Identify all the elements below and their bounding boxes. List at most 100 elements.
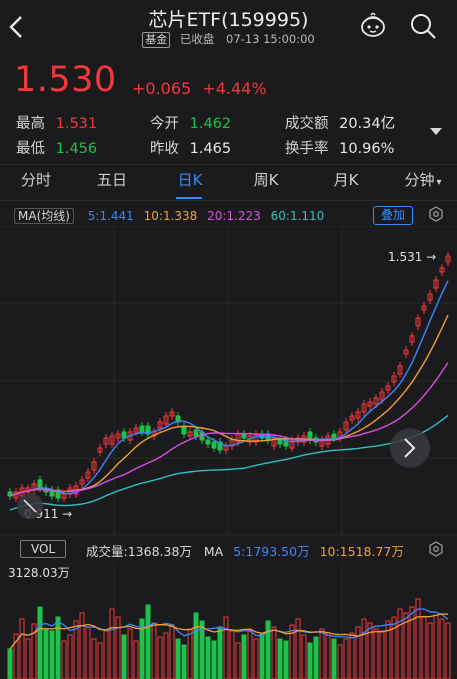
candle-body [163,415,169,425]
chevron-down-icon: ▾ [436,177,442,188]
ma60-value: 60:1.110 [270,209,325,223]
overlay-button[interactable]: 叠加 [373,206,413,225]
dropdown-icon[interactable] [430,128,442,136]
turnover-rate-label: 换手率 [285,141,329,157]
search-icon[interactable] [408,11,438,41]
ma-line [9,280,449,497]
candle-body [175,415,181,423]
candle-body [385,385,391,391]
open-label: 今开 [150,116,179,132]
high-value: 1.531 [55,116,98,132]
candle-body [121,431,127,439]
volume-bar [109,608,115,679]
volume-bar [283,640,289,679]
volume-bar [319,628,325,679]
price-change: +0.065 +4.44% [132,79,267,98]
volume-bar [115,616,121,679]
volume-bar [265,620,271,679]
candle-body [139,425,145,433]
volume-bar [181,644,187,679]
volume-bar [19,618,25,679]
volume-bar [187,628,193,679]
volume-bar [223,616,229,679]
volume-bar [151,622,157,679]
volume-bar [121,634,127,679]
volume-bar [73,620,79,679]
volume-value: 成交量:1368.38万 [86,544,192,559]
turnover-rate-value: 10.96% [339,141,395,157]
page-title: 芯片ETF(159995) [148,9,309,31]
gear-icon[interactable] [428,206,444,222]
candle-body [415,317,421,327]
volume-bar [373,628,379,679]
change-value: +0.065 [132,79,192,98]
ma-title[interactable]: MA(均线) [14,208,74,224]
candle-body [331,433,337,439]
candlestick-chart[interactable]: 1.531 →0.911 → [0,226,457,536]
volume-bar [79,612,85,679]
volume-bar [37,606,43,679]
volume-bar [301,634,307,679]
candle-body [205,439,211,445]
candle-body [283,439,289,447]
volume-ma5: 5:1793.50万 [233,544,310,559]
fund-badge: 基金 [142,32,171,48]
tab-monthly-k[interactable]: 月K [333,171,359,189]
candle-body [217,441,223,451]
volume-bar [85,626,91,679]
volume-gear-icon[interactable] [428,541,444,557]
timestamp: 07-13 15:00:00 [226,32,315,46]
candle-body [379,391,385,401]
ma-line [9,414,449,511]
volume-bar [175,638,181,679]
volume-bar [355,626,361,679]
turnover-value: 20.34亿 [339,116,396,132]
tab-intraday[interactable]: 分时 [20,171,51,189]
change-percent: +4.44% [202,79,267,98]
volume-bar [217,626,223,679]
volume-bar [193,612,199,679]
tab-five-day[interactable]: 五日 [96,171,127,189]
robot-icon[interactable] [358,10,388,40]
ma-legend: MA(均线) 5:1.441 10:1.338 20:1.223 60:1.11… [14,207,324,224]
last-price: 1.530 [14,60,117,100]
open-row: 今开 1.462 [150,112,231,133]
candle-body [409,335,415,343]
ma10-value: 10:1.338 [143,209,198,223]
tab-weekly-k[interactable]: 周K [253,171,279,189]
volume-bar [61,640,67,679]
volume-bar [91,638,97,679]
volume-bar [379,630,385,679]
volume-bar [367,622,373,679]
volume-bar [49,630,55,679]
candle-body [37,479,43,489]
volume-bar [139,618,145,679]
period-tabs: 分时 五日 日K 周K 月K 分钟 ▾ [0,169,457,199]
prev-close-value: 1.465 [189,141,232,157]
volume-bar [325,632,331,679]
candle-body [403,349,409,355]
candle-body [271,437,277,447]
volume-bar [433,614,439,679]
volume-ma10: 10:1518.77万 [319,544,404,559]
turnover-label: 成交额 [285,116,329,132]
candle-body [103,437,109,445]
vol-tab[interactable]: VOL [20,540,67,558]
volume-bar [163,632,169,679]
volume-bar [97,642,103,679]
volume-bar [307,642,313,679]
volume-bar [247,628,253,679]
volume-bar [337,644,343,679]
volume-bar [439,618,445,679]
candle-body [115,433,121,439]
tab-daily-k[interactable]: 日K [177,171,203,189]
back-arrow-icon[interactable] [6,14,28,40]
volume-bar [277,638,283,679]
candle-body [181,425,187,435]
candle-body [79,479,85,485]
volume-chart[interactable]: 3128.03万 [0,562,457,679]
volume-bar [385,620,391,679]
volume-bar [205,636,211,679]
candle-body [361,403,367,413]
tab-minute[interactable]: 分钟 ▾ [400,169,446,190]
